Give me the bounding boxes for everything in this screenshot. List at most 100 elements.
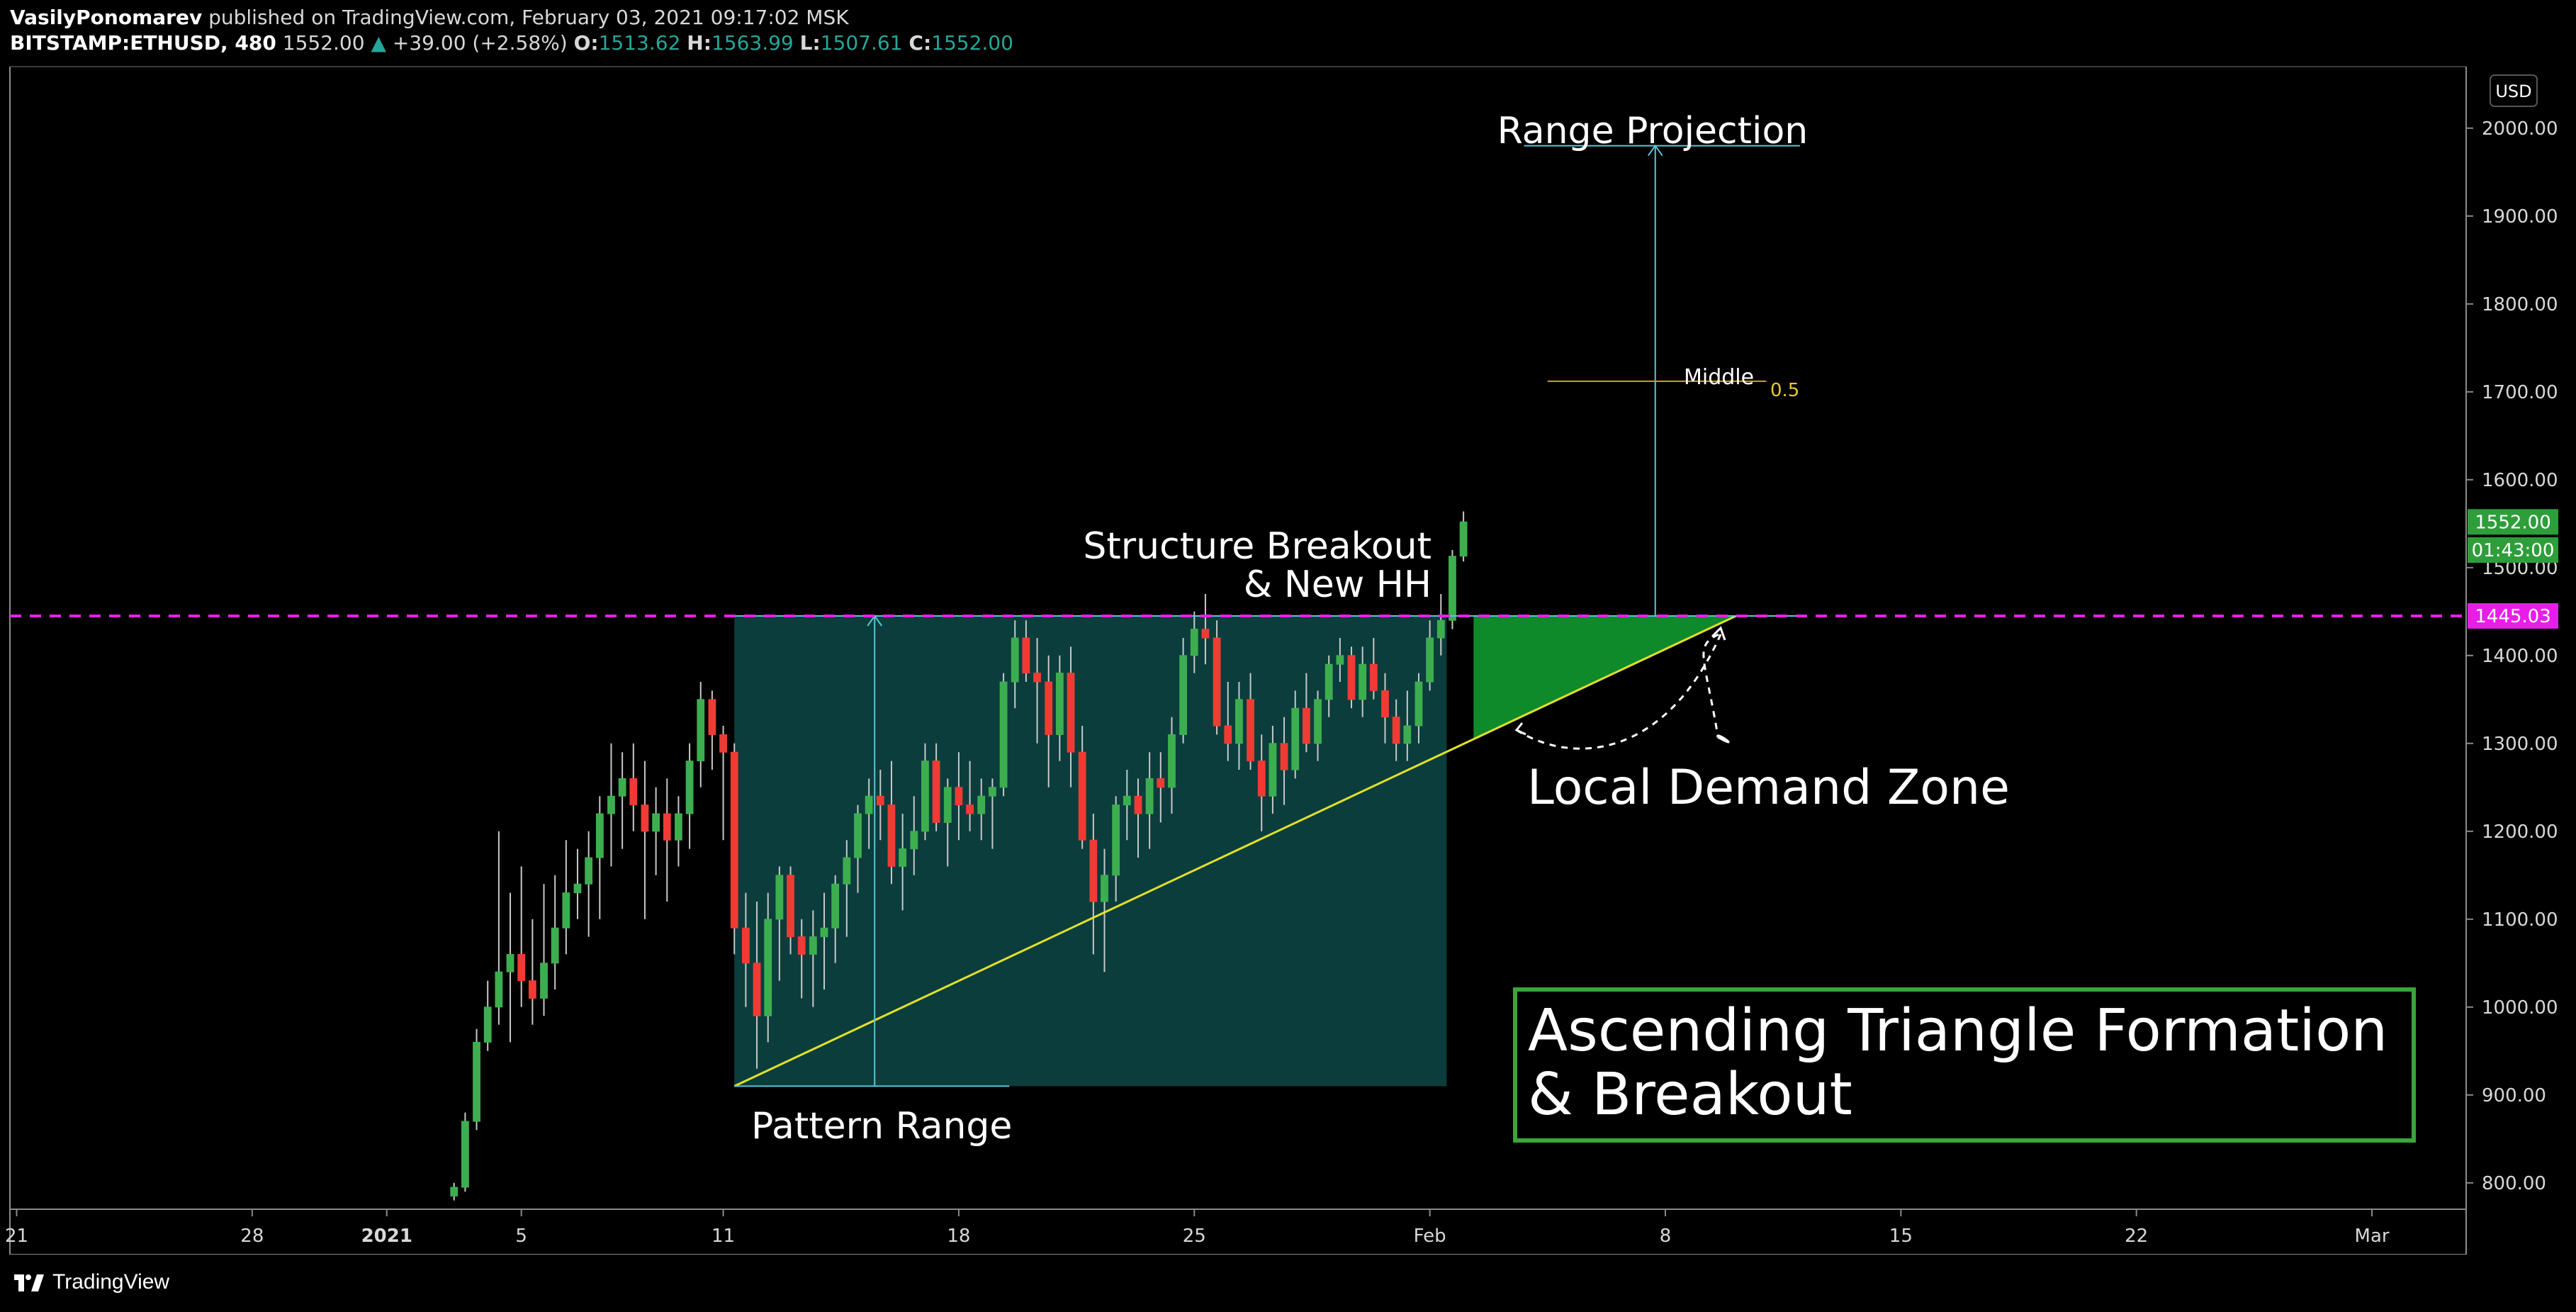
candle-down <box>932 761 940 823</box>
candle-down <box>1045 681 1053 735</box>
candle-up <box>831 883 840 929</box>
candle-down <box>708 699 716 735</box>
time-axis[interactable]: 21 28 2021 5 11 18 25 Feb 8 15 22 Mar <box>5 1209 2390 1247</box>
price-tick-label: 800.00 <box>2482 1173 2546 1194</box>
candle-down <box>528 980 536 999</box>
candle-up <box>652 813 660 832</box>
publish-info: VasilyPonomarev published on TradingView… <box>10 6 849 29</box>
candle-down <box>1157 778 1165 788</box>
title-line-2: & Breakout <box>1528 1061 1852 1128</box>
demand-arrow-tail-icon <box>1514 722 1526 736</box>
author-name[interactable]: VasilyPonomarev <box>10 6 203 29</box>
candle-down <box>517 953 526 982</box>
high-label: H: <box>687 31 712 55</box>
price-chart[interactable]: USD 2000.00 1900.00 1800.00 1700.00 1600.00 1… <box>0 0 2576 1255</box>
candle-up <box>943 787 952 823</box>
candle-up <box>1101 875 1108 902</box>
candle-up <box>697 699 705 762</box>
candle-up <box>775 875 784 920</box>
candle-up <box>988 787 996 797</box>
resistance-price-tag <box>2468 602 2558 629</box>
low-label: L: <box>799 31 821 55</box>
candle-up <box>573 883 582 894</box>
candle-down <box>1302 707 1310 744</box>
last-price-tag-label: 1552.00 <box>2475 512 2551 533</box>
candle-up <box>1055 673 1064 735</box>
open-value: 1513.62 <box>598 31 681 55</box>
chart-header: VasilyPonomarev published on TradingView… <box>0 0 2576 65</box>
countdown-tag-label: 01:43:00 <box>2472 540 2555 561</box>
currency-label[interactable]: USD <box>2495 82 2531 101</box>
lines-layer <box>10 144 2466 1087</box>
time-tick-label: 5 <box>515 1226 527 1247</box>
candle-up <box>1403 725 1412 744</box>
candles-layer <box>450 511 1468 1201</box>
last-price: 1552.00 <box>282 31 365 55</box>
candle-up <box>809 936 817 955</box>
candle-up <box>595 813 604 858</box>
currency-badge[interactable] <box>2490 74 2538 107</box>
tradingview-logo-icon[interactable] <box>13 1272 45 1293</box>
candle-down <box>1213 637 1221 727</box>
change-arrow-icon: ▲ <box>371 31 386 55</box>
candle-up <box>1324 663 1333 700</box>
candle-up <box>1011 637 1019 683</box>
candle-up <box>999 681 1008 788</box>
candle-up <box>843 857 851 885</box>
candle-up <box>1426 637 1434 683</box>
candle-up <box>854 813 862 858</box>
candle-down <box>1369 663 1378 691</box>
candle-up <box>473 1041 480 1122</box>
low-value: 1507.61 <box>820 31 903 55</box>
candle-up <box>461 1121 469 1188</box>
price-tick-label: 1300.00 <box>2482 734 2558 755</box>
candle-down <box>797 936 806 955</box>
price-change: +39.00 (+2.58%) <box>392 31 568 55</box>
candle-up <box>865 795 873 814</box>
high-value: 1563.99 <box>711 31 794 55</box>
close-value: 1552.00 <box>931 31 1013 55</box>
local-demand-zone-label: Local Demand Zone <box>1527 760 2010 816</box>
last-price-tag <box>2468 509 2558 535</box>
candle-up <box>977 795 986 814</box>
curved-pointer-head-icon <box>1716 734 1730 744</box>
candle-down <box>641 804 649 832</box>
time-tick-label: Feb <box>1414 1226 1446 1247</box>
time-tick-label: 11 <box>712 1226 735 1247</box>
symbol-name[interactable]: BITSTAMP:ETHUSD, 480 <box>10 31 276 55</box>
candle-down <box>1022 637 1030 674</box>
structure-breakout-label: Structure Breakout <box>1083 525 1432 568</box>
brand-name[interactable]: TradingView <box>52 1270 170 1294</box>
demand-arrow-head-icon <box>1711 626 1726 641</box>
open-label: O: <box>573 31 599 55</box>
candle-down <box>1134 795 1142 814</box>
price-axis[interactable]: USD 2000.00 1900.00 1800.00 1700.00 1600.00 1… <box>2466 74 2558 1194</box>
candle-down <box>1247 699 1254 762</box>
candle-down <box>1257 761 1266 797</box>
footer: TradingView <box>0 1255 2576 1312</box>
candle-up <box>675 813 682 841</box>
published-text: published on TradingView.com, February 0… <box>208 6 849 29</box>
candle-up <box>551 927 559 964</box>
candle-up <box>483 1007 492 1043</box>
candle-up <box>607 795 615 814</box>
candle-down <box>966 804 974 814</box>
candle-down <box>1381 690 1389 718</box>
symbol-info: BITSTAMP:ETHUSD, 480 1552.00 ▲ +39.00 (+… <box>10 31 1013 55</box>
price-tick-label: 1100.00 <box>2482 909 2558 931</box>
pattern-range-label: Pattern Range <box>751 1105 1012 1148</box>
candle-up <box>540 963 548 999</box>
candle-down <box>629 778 638 806</box>
time-tick-label: 15 <box>1889 1226 1913 1247</box>
candle-up <box>618 778 626 797</box>
candle-down <box>1347 655 1356 700</box>
candle-up <box>820 927 828 938</box>
candle-down <box>1392 717 1400 744</box>
time-tick-label: 21 <box>5 1226 28 1247</box>
candle-up <box>1235 699 1243 744</box>
candle-up <box>899 848 907 867</box>
candle-up <box>1190 629 1198 656</box>
candle-up <box>921 761 929 832</box>
price-tick-label: 900.00 <box>2482 1085 2546 1106</box>
candle-up <box>1269 743 1277 797</box>
